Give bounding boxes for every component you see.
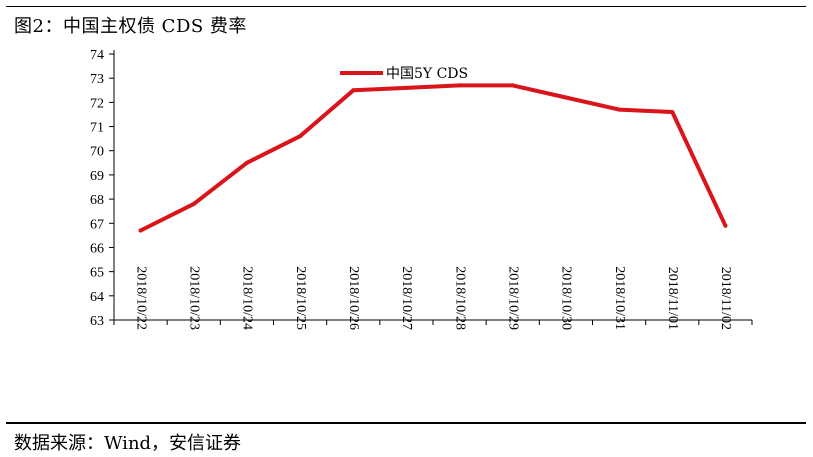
y-tick-label: 68 — [90, 193, 104, 208]
x-tick-label: 2018/10/26 — [346, 266, 361, 330]
x-tick-label: 2018/10/27 — [399, 266, 414, 330]
y-tick-label: 72 — [90, 96, 104, 111]
x-tick-label: 2018/10/22 — [133, 266, 148, 330]
source-rule — [6, 422, 806, 424]
source-note: 数据来源：Wind，安信证券 — [14, 433, 242, 454]
x-tick-label: 2018/11/01 — [665, 267, 680, 330]
y-tick-label: 64 — [90, 290, 104, 305]
y-tick-label: 71 — [90, 121, 104, 136]
data-point — [191, 201, 196, 206]
data-point — [457, 83, 462, 88]
legend: 中国5Y CDS — [340, 66, 468, 82]
x-ticks-group: 2018/10/22 2018/10/23 2018/10/24 2018/10/25… — [113, 266, 753, 330]
y-tick-label: 63 — [90, 314, 104, 329]
y-tick-label: 73 — [90, 72, 104, 87]
y-tick-label: 74 — [90, 48, 104, 63]
data-point — [138, 228, 143, 233]
top-rule — [6, 6, 806, 7]
series-layer — [138, 83, 728, 233]
data-point — [563, 95, 568, 100]
series-line — [138, 83, 728, 233]
legend-label: 中国5Y CDS — [386, 66, 468, 82]
y-tick-label: 70 — [90, 145, 104, 160]
data-point — [298, 134, 303, 139]
data-point — [723, 223, 728, 228]
x-tick-label: 2018/10/31 — [612, 266, 627, 330]
x-tick-label: 2018/10/25 — [293, 266, 308, 330]
x-tick-label: 2018/10/29 — [506, 266, 521, 330]
data-point — [617, 107, 622, 112]
data-point — [510, 83, 515, 88]
x-tick-label: 2018/10/23 — [187, 266, 202, 330]
y-tick-label: 67 — [90, 217, 104, 232]
x-tick-label: 2018/10/28 — [452, 266, 467, 330]
x-tick-label: 2018/10/24 — [240, 266, 255, 330]
data-point — [404, 85, 409, 90]
y-ticks-group: 63 64 65 66 67 68 69 70 71 72 73 74 — [90, 48, 114, 329]
x-tick-label: 2018/11/02 — [718, 267, 733, 330]
y-tick-label: 65 — [90, 266, 104, 281]
y-tick-label: 69 — [90, 169, 104, 184]
x-tick-label: 2018/10/30 — [559, 266, 574, 330]
data-point — [244, 160, 249, 165]
figure-title: 图2：中国主权债 CDS 费率 — [14, 16, 247, 37]
data-point — [670, 110, 675, 115]
y-tick-label: 66 — [90, 241, 104, 256]
data-point — [351, 88, 356, 93]
